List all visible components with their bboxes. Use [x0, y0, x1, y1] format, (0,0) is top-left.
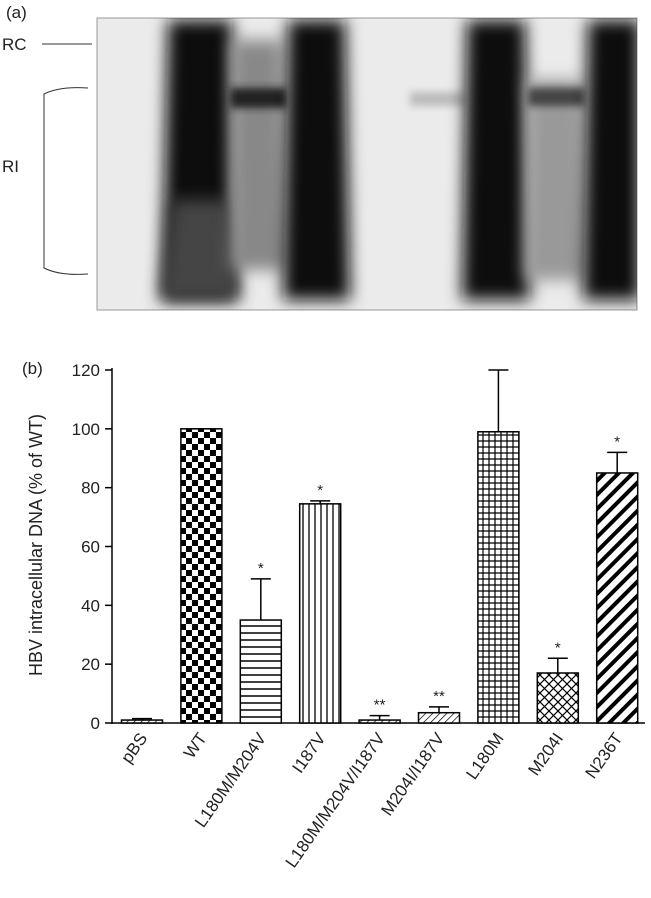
- x-tick-label: N236T: [582, 729, 627, 782]
- bar: [358, 719, 401, 724]
- x-tick-label: I187V: [288, 729, 329, 777]
- significance-label: **: [433, 688, 445, 705]
- x-tick-label: L180M/M204V/I187V: [282, 729, 390, 871]
- gel-bands: [160, 20, 637, 300]
- significance-label: *: [555, 639, 561, 656]
- significance-label: **: [374, 697, 386, 714]
- ri-label: RI: [2, 157, 19, 176]
- x-tick-label: M204I: [524, 729, 567, 779]
- bar: [239, 619, 283, 724]
- ri-bracket: [43, 87, 89, 275]
- bar: [536, 672, 580, 724]
- x-tick-label: pBS: [117, 729, 151, 766]
- x-tick-label: M204I/I187V: [377, 729, 448, 819]
- x-tick-label: L180M: [462, 729, 507, 782]
- bar: [180, 428, 223, 724]
- significance-label: *: [614, 433, 620, 450]
- y-tick-label: 20: [81, 655, 100, 674]
- y-tick-label: 60: [81, 538, 100, 557]
- y-tick-label: 80: [81, 479, 100, 498]
- bar: [298, 503, 342, 724]
- y-axis-label: HBV intracellular DNA (% of WT): [26, 414, 46, 676]
- bar: [477, 431, 520, 724]
- y-tick-label: 120: [72, 361, 100, 380]
- bar: [595, 472, 639, 724]
- significance-label: *: [258, 560, 264, 577]
- rc-label: RC: [2, 35, 27, 54]
- bar: [120, 719, 164, 724]
- panel-label: (a): [6, 3, 27, 22]
- y-tick-label: 100: [72, 420, 100, 439]
- y-tick-label: 40: [81, 596, 100, 615]
- x-tick-label: WT: [180, 729, 211, 762]
- panel-label: (b): [22, 359, 43, 378]
- bar: [417, 711, 461, 724]
- significance-label: *: [317, 482, 323, 499]
- y-tick-label: 0: [91, 714, 100, 733]
